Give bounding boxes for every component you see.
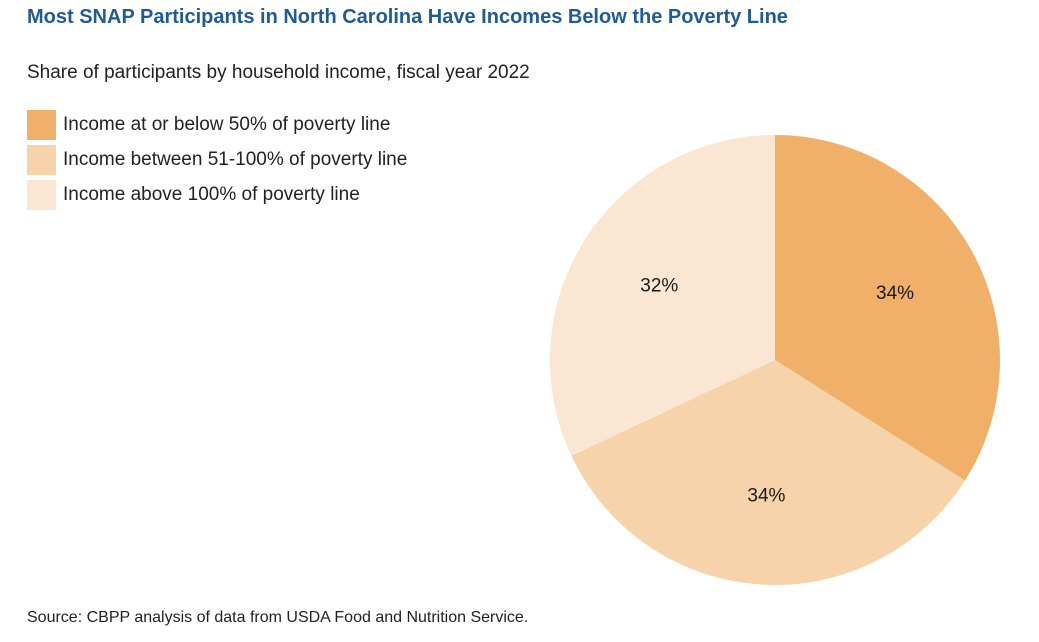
legend-label: Income between 51-100% of poverty line [63, 149, 408, 170]
legend-swatch [27, 145, 56, 175]
pie-slice [775, 135, 1000, 481]
legend-swatch [27, 110, 56, 140]
source-note: Source: CBPP analysis of data from USDA … [27, 609, 529, 626]
slice-value-label: 32% [640, 276, 678, 297]
chart-title: Most SNAP Participants in North Carolina… [27, 6, 788, 28]
slice-value-label: 34% [876, 283, 914, 304]
pie-chart: 34% 34% 32% [550, 135, 1000, 585]
legend-item: Income above 100% of poverty line [27, 180, 407, 210]
pie-slice [550, 135, 775, 456]
legend-swatch [27, 180, 56, 210]
pie-slice [571, 360, 965, 585]
legend-item: Income between 51-100% of poverty line [27, 145, 407, 175]
legend: Income at or below 50% of poverty line I… [27, 110, 407, 215]
legend-item: Income at or below 50% of poverty line [27, 110, 407, 140]
legend-label: Income above 100% of poverty line [63, 184, 360, 205]
legend-label: Income at or below 50% of poverty line [63, 114, 391, 135]
slice-value-label: 34% [747, 486, 785, 507]
chart-subtitle: Share of participants by household incom… [27, 62, 530, 83]
